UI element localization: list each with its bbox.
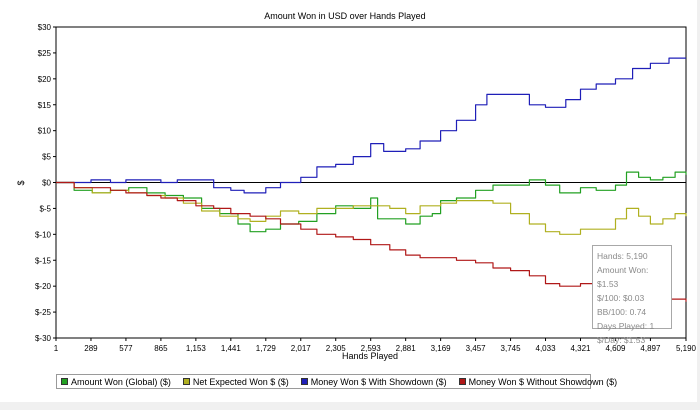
y-tick-label: $15 — [38, 101, 52, 110]
legend: Amount Won (Global) ($) Net Expected Won… — [56, 374, 617, 389]
y-tick-label: $-5 — [39, 204, 51, 213]
stats-per-day: $/Day: $1.53 — [597, 335, 646, 345]
y-tick-label: $30 — [38, 23, 52, 32]
x-tick-label: 865 — [154, 344, 168, 353]
legend-label-showdown: Money Won $ With Showdown ($) — [310, 376, 447, 387]
legend-item-expected[interactable]: Net Expected Won $ ($) — [182, 376, 289, 387]
y-tick-label: $-10 — [35, 230, 52, 239]
x-axis-label: Hands Played — [342, 351, 398, 361]
stats-hands: Hands: 5,190 — [597, 251, 648, 261]
y-tick-label: $-15 — [35, 256, 52, 265]
y-axis-label: $ — [16, 180, 26, 185]
stats-bb-per-100: BB/100: 0.74 — [597, 307, 647, 317]
x-tick-label: 1 — [54, 344, 59, 353]
legend-swatch-showdown — [300, 378, 308, 385]
x-tick-label: 3,745 — [501, 344, 522, 353]
legend-item-no-showdown[interactable]: Money Won $ Without Showdown ($) — [458, 376, 618, 387]
y-tick-label: $20 — [38, 75, 52, 84]
x-tick-label: 1,441 — [221, 344, 242, 353]
x-tick-label: 289 — [84, 344, 98, 353]
legend-label-global: Amount Won (Global) ($) — [71, 376, 171, 387]
x-tick-label: 4,321 — [570, 344, 591, 353]
y-tick-label: $-25 — [35, 308, 52, 317]
legend-label-expected: Net Expected Won $ ($) — [192, 376, 289, 387]
x-tick-label: 2,017 — [291, 344, 312, 353]
y-tick-label: $5 — [42, 153, 51, 162]
series-line-global — [56, 171, 687, 233]
x-tick-label: 2,305 — [326, 344, 347, 353]
x-tick-label: 577 — [119, 344, 133, 353]
series-line-showdown — [56, 57, 686, 194]
series-line-no-showdown — [56, 181, 687, 302]
x-tick-label: 5,190 — [676, 344, 697, 353]
x-tick-label: 4,897 — [640, 344, 661, 353]
legend-swatch-no-showdown — [458, 378, 466, 385]
x-tick-label: 1,729 — [256, 344, 277, 353]
y-tick-label: $10 — [38, 127, 52, 136]
legend-item-showdown[interactable]: Money Won $ With Showdown ($) — [300, 376, 447, 387]
stats-per-100: $/100: $0.03 — [597, 293, 645, 303]
y-tick-label: $25 — [38, 49, 52, 58]
chart-title: Amount Won in USD over Hands Played — [264, 11, 425, 21]
stats-amount-won: Amount Won: $1.53 — [597, 265, 649, 289]
window-frame-bottom — [0, 402, 700, 410]
stats-info-box: Hands: 5,190 Amount Won: $1.53 $/100: $0… — [592, 245, 672, 345]
y-tick-label: $-20 — [35, 282, 52, 291]
x-tick-label: 3,457 — [466, 344, 487, 353]
x-tick-label: 2,593 — [361, 344, 382, 353]
legend-swatch-global — [61, 378, 68, 385]
x-tick-label: 1,153 — [186, 344, 207, 353]
y-tick-label: $0 — [42, 179, 51, 188]
x-tick-label: 3,169 — [431, 344, 452, 353]
x-tick-label: 4,033 — [536, 344, 557, 353]
legend-item-global[interactable]: Amount Won (Global) ($) — [61, 377, 171, 387]
window-frame-right — [697, 0, 700, 410]
stats-days-played: Days Played: 1 — [597, 321, 655, 331]
x-tick-label: 4,609 — [605, 344, 626, 353]
y-tick-label: $-30 — [35, 334, 52, 343]
x-tick-label: 2,881 — [396, 344, 417, 353]
legend-label-no-showdown: Money Won $ Without Showdown ($) — [468, 376, 618, 387]
legend-swatch-expected — [182, 378, 190, 385]
